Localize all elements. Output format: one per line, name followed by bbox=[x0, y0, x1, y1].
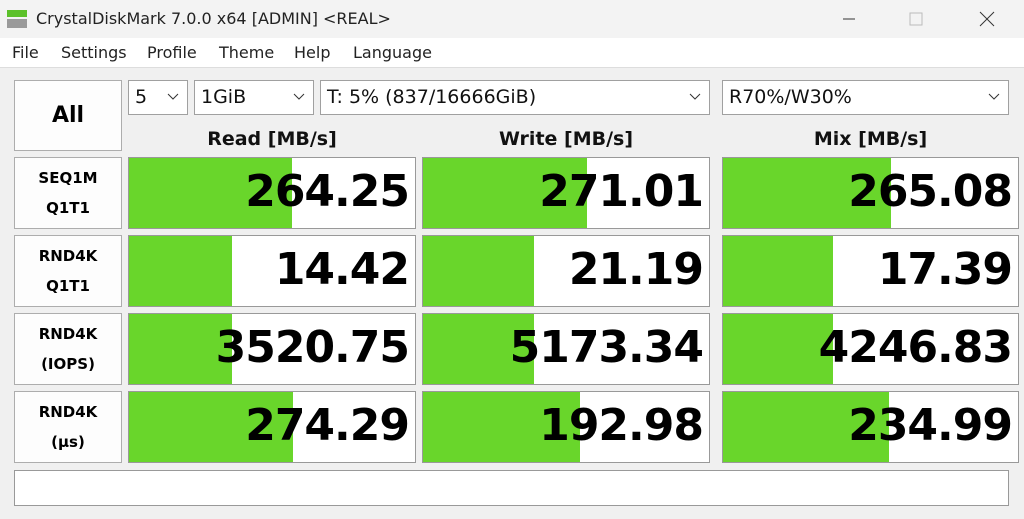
row-label-line: RND4K bbox=[38, 247, 98, 265]
all-button[interactable]: All bbox=[14, 80, 122, 151]
result-cell: 17.39 bbox=[722, 235, 1019, 307]
result-value: 234.99 bbox=[848, 400, 1013, 451]
result-value: 4246.83 bbox=[818, 322, 1013, 373]
result-cell: 3520.75 bbox=[128, 313, 416, 385]
column-header: Read [MB/s] bbox=[207, 128, 337, 150]
column-header: Write [MB/s] bbox=[498, 128, 634, 150]
result-cell: 271.01 bbox=[422, 157, 710, 229]
count-dropdown[interactable]: 5 bbox=[128, 80, 188, 115]
row-label-line: RND4K bbox=[38, 325, 98, 343]
result-cell: 14.42 bbox=[128, 235, 416, 307]
row-label-line: Q1T1 bbox=[46, 199, 90, 217]
result-value: 17.39 bbox=[877, 244, 1013, 295]
result-value: 14.42 bbox=[274, 244, 410, 295]
result-cell: 5173.34 bbox=[422, 313, 710, 385]
row-label[interactable]: SEQ1M Q1T1 bbox=[14, 157, 122, 229]
row-label[interactable]: RND4K Q1T1 bbox=[14, 235, 122, 307]
dropdown-text: R70%/W30% bbox=[729, 86, 852, 108]
meter-bar bbox=[129, 392, 293, 462]
menu-bar: File Settings Profile Theme Help Language bbox=[0, 38, 1024, 68]
menu-item[interactable]: Theme bbox=[219, 43, 275, 62]
meter-bar bbox=[129, 236, 232, 306]
row-label-line: (IOPS) bbox=[41, 355, 95, 373]
result-cell: 234.99 bbox=[722, 391, 1019, 463]
app-icon bbox=[7, 10, 27, 28]
result-cell: 265.08 bbox=[722, 157, 1019, 229]
result-value: 21.19 bbox=[568, 244, 704, 295]
meter-bar bbox=[423, 314, 534, 384]
meter-bar bbox=[723, 392, 889, 462]
column-header: Mix [MB/s] bbox=[813, 128, 928, 150]
row-label[interactable]: RND4K (μs) bbox=[14, 391, 122, 463]
menu-item[interactable]: File bbox=[12, 43, 39, 62]
result-value: 192.98 bbox=[539, 400, 704, 451]
title-bar: CrystalDiskMark 7.0.0 x64 [ADMIN] <REAL> bbox=[0, 0, 1024, 38]
result-value: 274.29 bbox=[245, 400, 410, 451]
dropdown-text: 5 bbox=[135, 86, 148, 108]
result-cell: 264.25 bbox=[128, 157, 416, 229]
menu-item[interactable]: Settings bbox=[61, 43, 127, 62]
meter-bar bbox=[423, 392, 580, 462]
row-label-line: Q1T1 bbox=[46, 277, 90, 295]
meter-bar bbox=[423, 158, 587, 228]
menu-item[interactable]: Help bbox=[294, 43, 331, 62]
row-label[interactable]: RND4K (IOPS) bbox=[14, 313, 122, 385]
result-value: 264.25 bbox=[245, 166, 410, 217]
row-label-line: SEQ1M bbox=[38, 169, 98, 187]
drive-dropdown[interactable]: T: 5% (837/16666GiB) bbox=[320, 80, 710, 115]
window-title: CrystalDiskMark 7.0.0 x64 [ADMIN] <REAL> bbox=[36, 9, 391, 28]
result-cell: 21.19 bbox=[422, 235, 710, 307]
result-cell: 4246.83 bbox=[722, 313, 1019, 385]
row-label-line: (μs) bbox=[51, 433, 85, 451]
menu-item[interactable]: Profile bbox=[147, 43, 197, 62]
dropdown-text: 1GiB bbox=[201, 86, 247, 108]
meter-bar bbox=[723, 158, 892, 228]
menu-item[interactable]: Language bbox=[353, 43, 432, 62]
meter-bar bbox=[129, 158, 293, 228]
result-value: 265.08 bbox=[848, 166, 1013, 217]
size-dropdown[interactable]: 1GiB bbox=[194, 80, 314, 115]
meter-bar bbox=[723, 314, 834, 384]
meter-bar bbox=[129, 314, 232, 384]
mix-dropdown[interactable]: R70%/W30% bbox=[722, 80, 1009, 115]
result-value: 5173.34 bbox=[509, 322, 704, 373]
window-controls[interactable] bbox=[840, 10, 1010, 28]
row-label-line: RND4K bbox=[38, 403, 98, 421]
result-value: 3520.75 bbox=[215, 322, 410, 373]
meter-bar bbox=[723, 236, 834, 306]
comment-box[interactable] bbox=[14, 470, 1009, 506]
dropdown-text: T: 5% (837/16666GiB) bbox=[327, 86, 537, 108]
meter-bar bbox=[423, 236, 534, 306]
result-cell: 192.98 bbox=[422, 391, 710, 463]
result-cell: 274.29 bbox=[128, 391, 416, 463]
result-value: 271.01 bbox=[539, 166, 704, 217]
